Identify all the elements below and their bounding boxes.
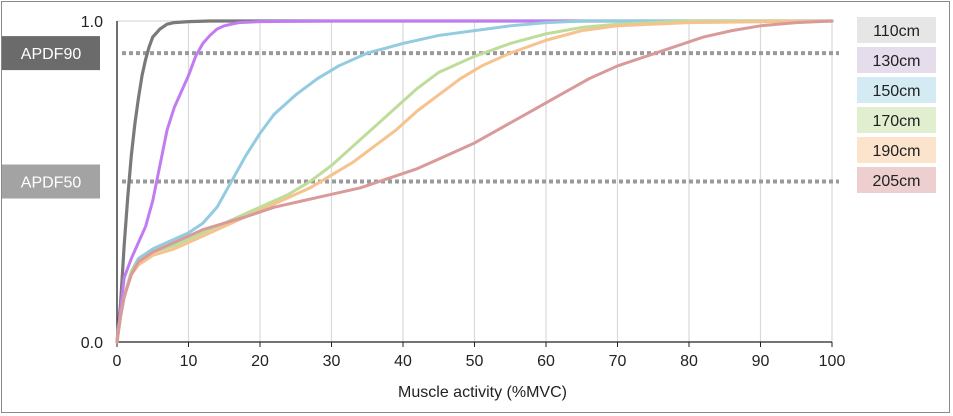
x-tick-label: 80 [680,353,698,370]
x-tick-label: 90 [752,353,770,370]
legend-label: 130cm [872,53,920,70]
y-tick-label: 0.0 [81,335,103,352]
x-tick-label: 100 [819,353,846,370]
y-tick-label: 1.0 [81,14,103,31]
reference-label: APDF90 [21,46,82,63]
x-tick-label: 60 [537,353,555,370]
legend-label: 205cm [872,173,920,190]
x-tick-label: 30 [323,353,341,370]
line-chart: 0 10 20 30 40 50 60 70 80 90 100 0.0 1.0 Muscle activ… [0,0,953,416]
legend-label: 150cm [872,83,920,100]
x-tick-label: 50 [466,353,484,370]
x-tick-label: 0 [113,353,122,370]
legend-label: 110cm [873,23,920,40]
x-tick-label: 10 [180,353,198,370]
legend-label: 190cm [872,143,920,160]
reference-label: APDF50 [21,175,82,192]
x-axis-title: Muscle activity (%MVC) [398,384,567,401]
x-tick-label: 20 [251,353,269,370]
x-tick-label: 70 [609,353,627,370]
legend-label: 170cm [872,113,920,130]
x-tick-label: 40 [394,353,412,370]
